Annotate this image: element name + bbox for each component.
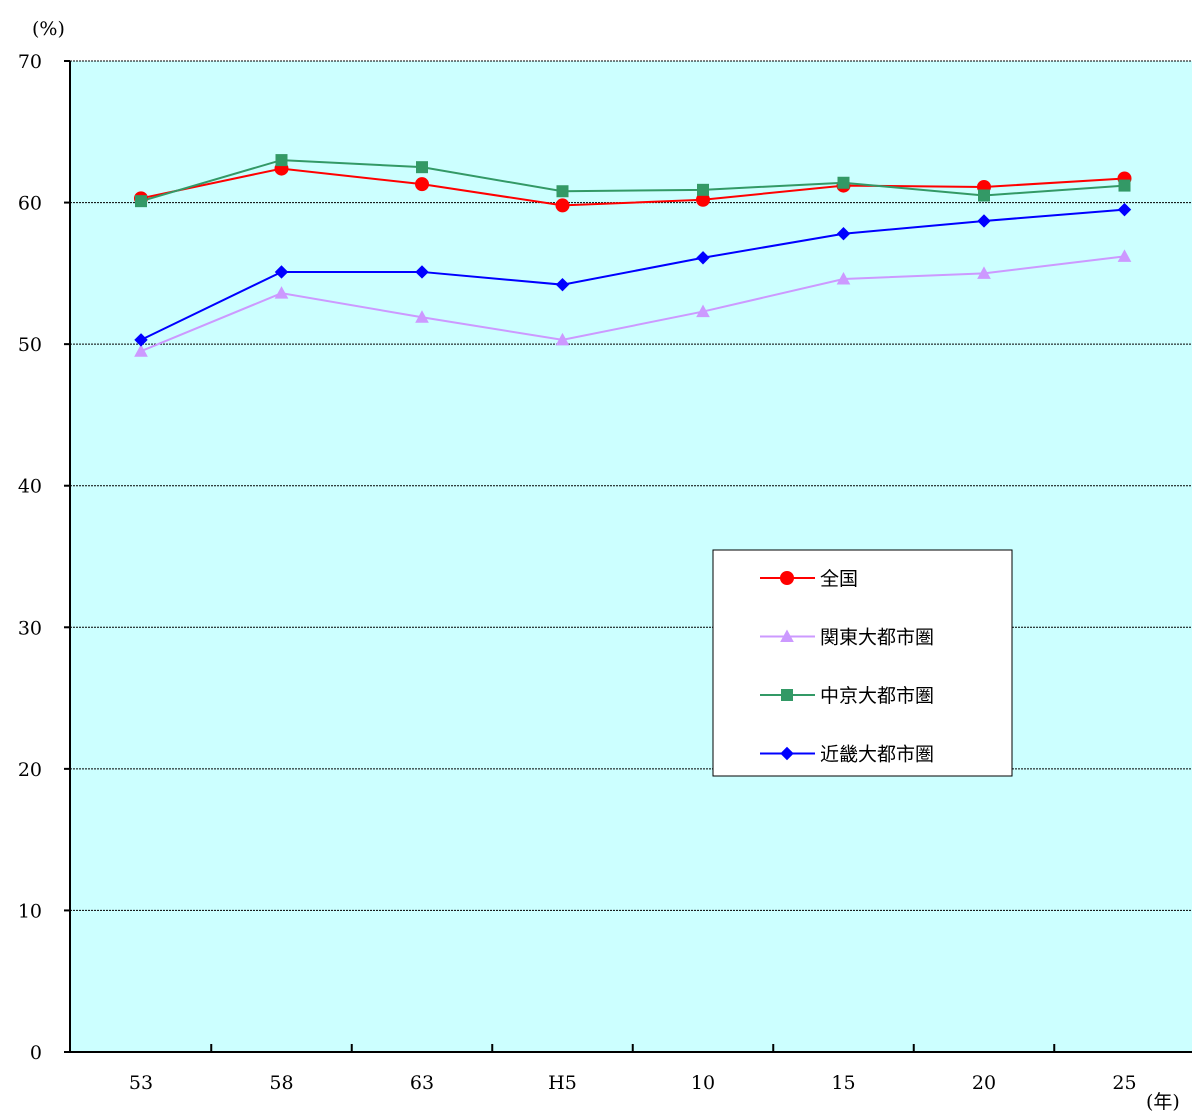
data-point: [555, 277, 570, 292]
data-point: [977, 266, 991, 279]
data-point: [415, 265, 429, 279]
legend-item: 関東大都市圏: [760, 627, 934, 649]
legend-item: 全国: [760, 568, 858, 590]
x-tick-label: 10: [691, 1072, 715, 1094]
x-tick-label: 53: [129, 1072, 153, 1094]
data-point: [1117, 202, 1132, 217]
data-point: [134, 344, 148, 357]
series-line: [140, 167, 1125, 207]
series-4: [134, 202, 1132, 347]
data-point: [274, 265, 289, 279]
x-axis-ticks: 53 58 63 H5 10 15 20 25: [129, 1044, 1137, 1094]
y-tick-label: 50: [18, 334, 42, 356]
y-axis-unit: (%): [32, 18, 65, 40]
x-tick-label: 58: [269, 1072, 293, 1094]
y-tick-label: 60: [18, 193, 42, 215]
y-tick-label: 30: [18, 617, 42, 639]
data-point: [696, 251, 710, 265]
legend-label: 全国: [820, 568, 858, 590]
x-tick-label: 25: [1112, 1072, 1136, 1094]
data-point: [275, 154, 288, 167]
series-2: [134, 249, 1132, 357]
legend-marker: [781, 689, 793, 701]
data-point: [696, 304, 710, 318]
data-point: [555, 332, 570, 346]
legend-box: [712, 549, 1013, 777]
data-point: [415, 310, 429, 323]
data-point: [836, 227, 851, 241]
x-tick-label: 15: [831, 1072, 855, 1094]
plot-area: [70, 61, 1192, 1052]
data-point: [555, 198, 570, 213]
legend-item: 中京大都市圏: [760, 685, 934, 707]
y-tick-label: 10: [18, 900, 42, 922]
legend-item: 近畿大都市圏: [760, 744, 934, 766]
data-point: [837, 176, 850, 189]
legend-marker: [780, 746, 794, 761]
series-line: [140, 208, 1125, 341]
data-point: [978, 189, 990, 202]
legend-marker: [780, 629, 794, 642]
data-point: [1117, 249, 1132, 262]
data-point: [415, 177, 429, 192]
x-tick-label: 63: [410, 1072, 434, 1094]
data-point: [1118, 179, 1131, 192]
y-tick-label: 0: [30, 1042, 42, 1064]
y-axis-ticks: 0 10 20 30 40 50 60 70: [18, 51, 70, 1064]
series-line: [140, 159, 1125, 203]
data-point: [697, 183, 709, 196]
series-layer: [134, 154, 1132, 357]
legend-label: 関東大都市圏: [820, 627, 934, 649]
data-point: [135, 195, 147, 208]
series-line: [140, 255, 1125, 353]
data-point: [274, 286, 289, 299]
series-3: [135, 154, 1131, 208]
data-point: [556, 185, 569, 198]
series-1: [134, 161, 1132, 213]
y-tick-label: 40: [18, 476, 42, 498]
data-point: [977, 214, 991, 228]
y-tick-label: 20: [18, 759, 42, 781]
x-tick-label: H5: [548, 1072, 577, 1094]
data-point: [134, 333, 148, 347]
legend-label: 近畿大都市圏: [820, 744, 934, 766]
data-point: [836, 271, 851, 285]
legend-marker: [780, 571, 794, 585]
legend-label: 中京大都市圏: [820, 685, 934, 707]
y-tick-label: 70: [18, 51, 42, 73]
data-point: [416, 161, 428, 174]
x-tick-label: 20: [972, 1072, 996, 1094]
x-axis-unit: (年): [1146, 1091, 1180, 1113]
